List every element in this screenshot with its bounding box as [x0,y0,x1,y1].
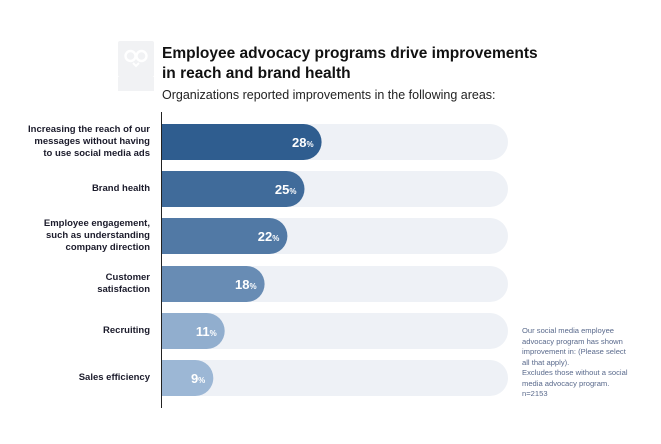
note-line: advocacy program has shown [522,336,623,346]
category-label-line: to use social media ads [43,148,150,159]
chart-subtitle: Organizations reported improvements in t… [162,88,496,102]
category-label-line: Recruiting [103,325,150,336]
bar [162,266,265,302]
note-line: improvement in: (Please select [522,347,626,356]
survey-note: Our social media employee advocacy progra… [522,326,644,400]
note-line: Our social media employee [522,326,615,335]
bar-value-label: 28% [292,135,314,150]
bar [162,171,305,207]
logo-tab [118,77,154,91]
category-label-line: company direction [65,242,150,253]
owl-logo-icon [124,49,148,68]
logo [118,41,154,77]
note-line: Excludes those without a social [522,368,628,377]
category-label: Customer satisfaction [20,272,150,296]
bar-edge [162,266,180,302]
category-label-line: Increasing the reach of our [28,124,150,135]
bar-edge [162,313,180,349]
category-label-line: Customer [105,272,150,283]
category-label: Brand health [20,183,150,195]
bar-edge [162,360,180,396]
bar-edge [162,171,180,207]
bar-value-label: 9% [191,371,205,386]
category-label-line: messages without having [34,136,150,147]
note-line: media advocacy program. [522,378,610,388]
category-label-line: Sales efficiency [78,372,150,383]
note-line: n=2153 [522,389,548,398]
category-label: Recruiting [20,325,150,337]
bar-edge [162,124,180,160]
bar-edge [162,218,180,254]
category-label: Sales efficiency [20,372,150,384]
y-axis-line [161,112,162,408]
chart-title: Employee advocacy programs drive improve… [162,45,538,82]
bar-track [162,360,508,396]
bar-value-label: 18% [235,277,257,292]
category-label-line: Brand health [91,183,150,194]
bar-value-label: 22% [258,229,280,244]
bar-track [162,313,508,349]
bar [162,124,322,160]
category-label: Employee engagement, such as understandin… [20,218,150,254]
category-label: Increasing the reach of our messages with… [20,124,150,160]
category-label-line: such as understanding [46,230,150,241]
category-label-line: Employee engagement, [43,218,150,229]
category-label-line: satisfaction [97,284,150,295]
bar-value-label: 11% [196,324,217,339]
bar [162,218,288,254]
note-line: all that apply). [522,357,570,367]
bar-value-label: 25% [275,182,297,197]
